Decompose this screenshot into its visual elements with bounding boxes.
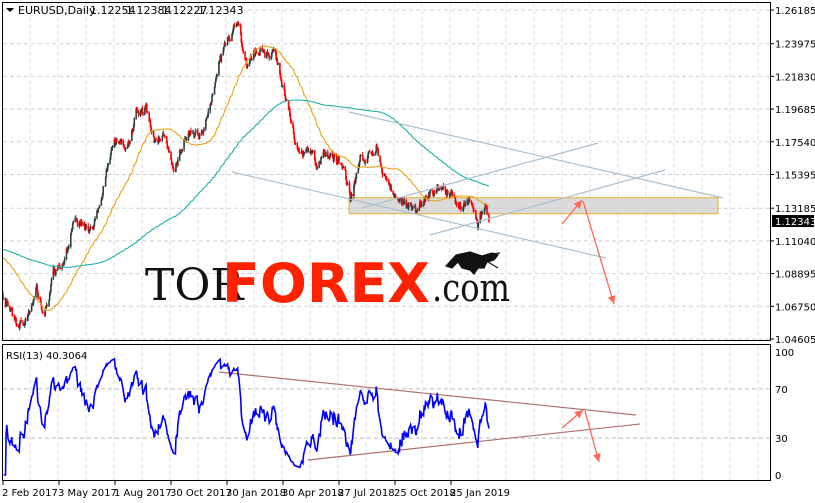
time-tick-label: 27 Jul 2018 <box>338 488 395 499</box>
time-tick-label: 25 Oct 2018 <box>394 488 456 499</box>
price-tick-label: 1.08895 <box>775 270 815 281</box>
trendline <box>348 111 724 199</box>
rsi-tick-label: 0 <box>775 471 781 482</box>
triangle-down-icon[interactable] <box>6 8 14 12</box>
rsi-arrow-down-head <box>593 453 601 462</box>
logo-forex: FOREX <box>222 252 430 315</box>
price-tick-label: 1.11040 <box>775 237 815 248</box>
rsi-arrow-down <box>584 410 600 463</box>
rsi-line <box>3 357 490 476</box>
time-tick-label: 30 Apr 2018 <box>282 488 344 499</box>
ma-fast-line <box>2 45 490 312</box>
rsi-trendline <box>307 423 641 461</box>
arrow-up-head <box>573 200 582 209</box>
ohlc-close: 1.12343 <box>198 4 244 17</box>
rsi-arrow-up-head <box>574 410 583 419</box>
arrow-down-head <box>607 295 616 304</box>
trendlines <box>218 111 724 463</box>
rsi-tick-label: 30 <box>775 434 788 445</box>
price-tick-label: 1.26185 <box>775 6 815 17</box>
price-tick-label: 1.23975 <box>775 40 815 51</box>
price-tick-label: 1.13185 <box>775 204 815 215</box>
rsi-series <box>3 357 490 476</box>
ohlc-low: 1.12227 <box>162 4 208 17</box>
trendline <box>429 169 666 236</box>
symbol-label: EURUSD,Daily <box>18 4 96 17</box>
moving-averages <box>2 45 490 312</box>
time-tick-label: 2 Feb 2017 <box>2 488 58 499</box>
time-tick-label: 1 Aug 2017 <box>114 488 172 499</box>
logo-com: .com <box>432 266 510 310</box>
rsi-trendline <box>218 371 637 416</box>
price-tick-label: 1.21830 <box>775 72 815 83</box>
bull-icon <box>444 251 501 275</box>
price-tick-label: 1.19685 <box>775 105 815 116</box>
chart-header: EURUSD,Daily 1.12254 1.12384 1.12227 1.1… <box>6 4 244 17</box>
time-tick-label: 30 Jan 2018 <box>226 488 286 499</box>
frames <box>2 2 771 481</box>
rsi-tick-label: 100 <box>775 348 794 359</box>
current-price-label: 1.12343 <box>775 217 815 228</box>
current-price-marker <box>772 215 814 228</box>
ma-slow-line <box>2 99 490 268</box>
ohlc-open: 1.12254 <box>90 4 136 17</box>
price-tick-label: 1.06750 <box>775 302 815 313</box>
logo-tor: TOR <box>145 260 245 311</box>
logo: TOR FOREX .com <box>145 251 510 315</box>
rsi-tick-label: 70 <box>775 385 788 396</box>
grid <box>3 3 770 480</box>
price-tick-label: 1.15395 <box>775 171 815 182</box>
price-tick-label: 1.17540 <box>775 138 815 149</box>
trendline <box>361 142 599 209</box>
arrow-down <box>582 200 615 305</box>
time-tick-label: 25 Jan 2019 <box>450 488 510 499</box>
rsi-label: RSI(13) 40.3064 <box>6 351 87 362</box>
price-tick-label: 1.04605 <box>775 335 815 346</box>
time-tick-label: 3 May 2017 <box>58 488 117 499</box>
ohlc-high: 1.12384 <box>126 4 172 17</box>
time-tick-label: 30 Oct 2017 <box>170 488 232 499</box>
axes: 1.26185 1.23975 1.21830 1.19685 1.17540 1.153… <box>2 6 815 499</box>
trendline <box>231 171 607 259</box>
